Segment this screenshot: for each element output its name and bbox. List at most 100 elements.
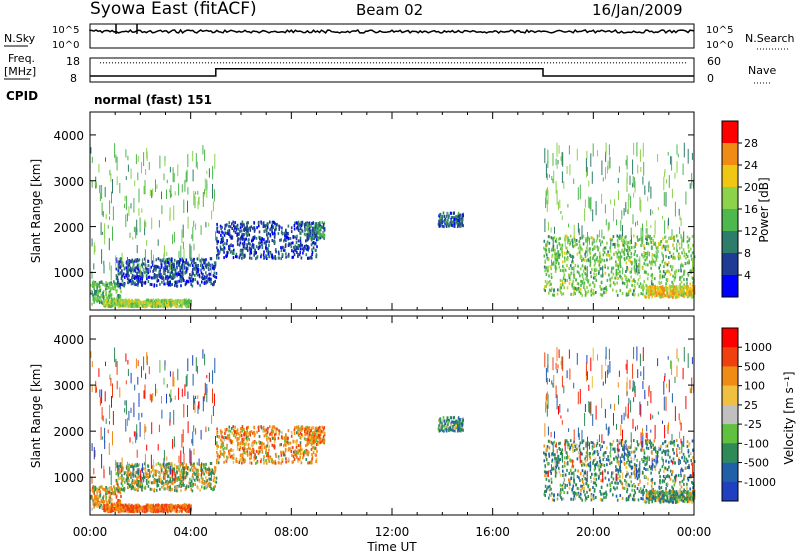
power-echo-cell: [600, 243, 601, 247]
power-echo-cell: [129, 264, 131, 267]
power-echo-cell: [573, 280, 575, 283]
power-echo-cell: [306, 253, 308, 256]
power-echo-cell: [666, 192, 667, 207]
power-echo-cell: [577, 265, 579, 268]
power-echo-cell: [310, 232, 312, 235]
power-echo-cell: [300, 237, 302, 240]
power-echo-cell: [243, 233, 245, 236]
power-echo-cell: [302, 221, 304, 224]
velocity-echo-cell: [174, 489, 176, 492]
power-echo-cell: [94, 290, 96, 293]
power-echo-cell: [91, 290, 93, 293]
power-echo-cell: [161, 264, 163, 267]
power-echo-cell: [211, 266, 212, 276]
power-echo-cell: [548, 235, 550, 238]
power-echo-cell: [681, 234, 682, 239]
power-echo-cell: [275, 250, 277, 253]
power-echo-cell: [276, 223, 278, 226]
power-echo-cell: [565, 279, 567, 282]
velocity-echo-cell: [150, 471, 152, 474]
power-echo-cell: [145, 169, 146, 175]
power-echo-cell: [125, 304, 127, 307]
velocity-echo-cell: [150, 508, 152, 511]
power-echo-cell: [209, 278, 211, 281]
power-echo-cell: [644, 259, 646, 262]
power-echo-cell: [182, 271, 184, 274]
power-echo-cell: [206, 190, 207, 198]
power-echo-cell: [314, 232, 316, 235]
velocity-echo-cell: [139, 463, 141, 466]
velocity-echo-cell: [158, 462, 160, 465]
power-echo-cell: [285, 229, 287, 232]
power-echo-cell: [599, 239, 601, 242]
velocity-echo-cell: [192, 489, 194, 492]
power-ylabel: Slant Range [km]: [29, 159, 43, 263]
power-echo-cell: [128, 269, 130, 272]
power-echo-cell: [145, 180, 146, 194]
power-echo-cell: [663, 270, 665, 273]
power-echo-cell: [667, 249, 669, 252]
velocity-echo-cell: [154, 488, 156, 491]
noise-panel-frame: [90, 24, 694, 48]
power-echo-cell: [95, 181, 96, 186]
power-echo-cell: [569, 282, 571, 285]
power-echo-cell: [644, 295, 646, 298]
power-echo-cell: [265, 228, 267, 231]
power-echo-cell: [231, 222, 233, 225]
power-echo-cell: [108, 225, 109, 229]
velocity-echo-cell: [204, 487, 206, 490]
power-echo-cell: [267, 226, 269, 229]
power-echo-cell: [111, 299, 113, 302]
power-echo-cell: [659, 288, 661, 291]
power-echo-cell: [270, 233, 272, 236]
power-echo-cell: [208, 263, 210, 266]
power-echo-cell: [184, 180, 185, 192]
power-echo-cell: [611, 257, 613, 260]
power-echo-cell: [636, 142, 637, 156]
power-echo-cell: [592, 257, 594, 260]
velocity-echo-cell: [263, 455, 265, 458]
power-echo-cell: [646, 228, 647, 234]
velocity-echo-cell: [128, 474, 130, 477]
power-echo-cell: [612, 289, 614, 292]
power-echo-cell: [250, 229, 252, 232]
power-echo-cell: [121, 275, 123, 278]
velocity-echo-cell: [129, 469, 131, 472]
velocity-echo-cell: [147, 476, 149, 479]
power-echo-cell: [141, 208, 142, 213]
power-echo-cell: [192, 272, 194, 275]
velocity-echo-cell: [158, 484, 160, 487]
velocity-echo-cell: [167, 484, 169, 487]
power-echo-cell: [595, 277, 597, 280]
power-echo-cell: [557, 245, 558, 250]
velocity-echo-cell: [116, 496, 118, 499]
power-echo-cell: [589, 247, 591, 250]
power-echo-cell: [197, 258, 199, 261]
power-echo-cell: [102, 203, 103, 216]
power-echo-cell: [647, 263, 649, 266]
power-echo-cell: [642, 224, 643, 232]
power-echo-cell: [690, 183, 691, 189]
velocity-echo-cell: [118, 499, 120, 502]
velocity-echo-cell: [269, 425, 271, 428]
power-echo-cell: [130, 233, 131, 238]
velocity-echo-cell: [179, 466, 181, 469]
power-echo-cell: [216, 227, 218, 230]
power-echo-cell: [280, 257, 282, 260]
power-echo-cell: [151, 250, 152, 264]
power-echo-cell: [670, 265, 672, 268]
power-echo-cell: [582, 225, 583, 239]
power-echo-cell: [589, 198, 590, 209]
velocity-echo-cell: [189, 478, 191, 481]
power-echo-cell: [224, 232, 226, 235]
velocity-echo-cell: [199, 489, 201, 492]
power-echo-cell: [246, 247, 248, 250]
power-echo-cell: [286, 233, 288, 236]
power-echo-cell: [316, 245, 318, 248]
power-echo-cell: [672, 296, 674, 299]
power-echo-cell: [562, 265, 564, 268]
power-echo-cell: [579, 228, 580, 235]
power-echo-cell: [675, 271, 676, 277]
power-echo-cell: [149, 264, 150, 273]
power-echo-cell: [174, 284, 176, 287]
